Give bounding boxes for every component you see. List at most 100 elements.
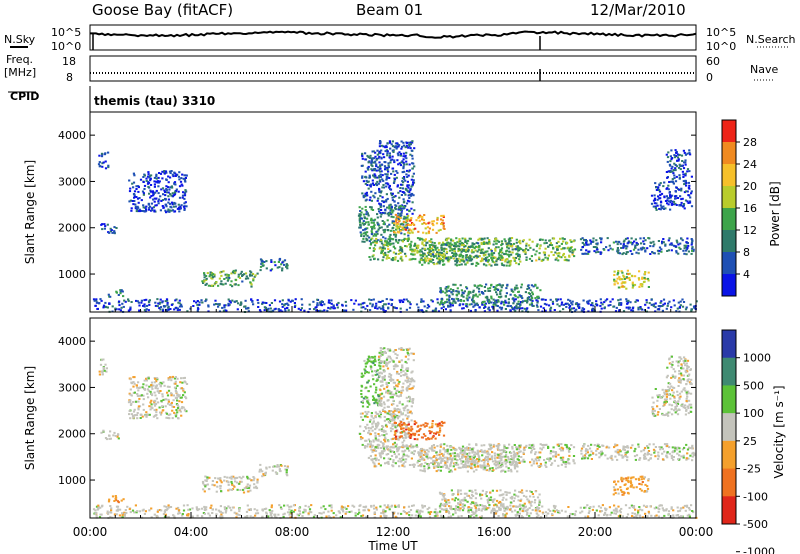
echo-cell bbox=[649, 505, 652, 508]
echo-cell bbox=[145, 415, 148, 418]
echo-cell bbox=[657, 507, 660, 510]
echo-cell bbox=[563, 238, 566, 241]
echo-cell bbox=[143, 305, 146, 308]
echo-cell bbox=[413, 250, 416, 253]
echo-cell bbox=[420, 259, 423, 261]
echo-cell bbox=[215, 481, 219, 484]
echo-cell bbox=[207, 304, 210, 307]
echo-cell bbox=[104, 437, 108, 439]
echo-cell bbox=[140, 299, 143, 302]
echo-cell bbox=[506, 246, 509, 249]
echo-cell bbox=[367, 221, 370, 224]
echo-cell bbox=[448, 512, 451, 515]
echo-cell bbox=[678, 516, 681, 518]
echo-cell bbox=[370, 160, 373, 163]
echo-cell bbox=[117, 501, 120, 504]
echo-cell bbox=[518, 512, 521, 515]
echo-cell bbox=[392, 182, 396, 184]
echo-cell bbox=[354, 514, 357, 517]
echo-cell bbox=[145, 205, 148, 208]
echo-cell bbox=[400, 194, 403, 196]
echo-cell bbox=[404, 414, 407, 417]
echo-cell bbox=[142, 192, 145, 195]
echo-cell bbox=[108, 302, 111, 305]
echo-cell bbox=[393, 223, 396, 226]
y-tick-label: 4000 bbox=[58, 129, 86, 142]
echo-cell bbox=[680, 154, 684, 157]
echo-cell bbox=[367, 399, 370, 402]
echo-cell bbox=[675, 165, 678, 168]
echo-cell bbox=[235, 476, 239, 479]
echo-cell bbox=[330, 302, 333, 305]
echo-cell bbox=[398, 206, 401, 209]
echo-cell bbox=[365, 221, 368, 224]
echo-cell bbox=[398, 231, 401, 234]
echo-cell bbox=[686, 190, 689, 193]
echo-cell bbox=[148, 206, 151, 209]
echo-cell bbox=[544, 247, 547, 250]
echo-cell bbox=[658, 207, 661, 210]
echo-cell bbox=[118, 308, 121, 311]
echo-cell bbox=[574, 303, 578, 306]
echo-cell bbox=[676, 156, 680, 159]
echo-cell bbox=[99, 298, 102, 301]
echo-cell bbox=[666, 199, 669, 202]
echo-cell bbox=[665, 171, 668, 173]
echo-cell bbox=[281, 305, 284, 308]
echo-cell bbox=[412, 379, 415, 382]
echo-region-17 bbox=[665, 149, 693, 184]
echo-cell bbox=[608, 506, 611, 509]
echo-cell bbox=[176, 407, 180, 409]
echo-cell bbox=[179, 180, 183, 183]
echo-cell bbox=[424, 244, 427, 247]
echo-cell bbox=[659, 301, 662, 304]
echo-cell bbox=[423, 252, 426, 255]
echo-cell bbox=[635, 251, 638, 254]
echo-cell bbox=[476, 302, 479, 305]
echo-cell bbox=[420, 250, 423, 253]
echo-cell bbox=[173, 171, 176, 174]
echo-cell bbox=[113, 231, 116, 234]
echo-cell bbox=[432, 244, 435, 247]
echo-cell bbox=[155, 197, 158, 200]
echo-cell bbox=[230, 482, 234, 485]
echo-cell bbox=[146, 304, 149, 307]
echo-cell bbox=[467, 249, 470, 251]
echo-cell bbox=[552, 509, 555, 512]
echo-cell bbox=[171, 409, 174, 412]
echo-cell bbox=[405, 173, 408, 176]
echo-cell bbox=[669, 199, 672, 202]
echo-cell bbox=[464, 240, 467, 243]
echo-cell bbox=[138, 510, 141, 513]
echo-cell bbox=[412, 359, 415, 362]
echo-cell bbox=[385, 144, 388, 147]
echo-cell bbox=[321, 310, 324, 313]
echo-cell bbox=[209, 273, 212, 276]
echo-cell bbox=[686, 168, 690, 171]
echo-cell bbox=[411, 157, 414, 160]
echo-cell bbox=[370, 168, 373, 171]
echo-cell bbox=[256, 480, 259, 483]
echo-cell bbox=[388, 186, 391, 189]
echo-cell bbox=[352, 308, 355, 311]
echo-cell bbox=[447, 256, 450, 259]
echo-cell bbox=[289, 300, 292, 303]
echo-cell bbox=[177, 203, 180, 206]
echo-cell bbox=[275, 473, 278, 475]
echo-cell bbox=[395, 307, 398, 310]
echo-cell bbox=[466, 261, 469, 264]
echo-cell bbox=[631, 283, 634, 286]
echo-cell bbox=[626, 302, 629, 305]
echo-cell bbox=[341, 509, 344, 511]
echo-cell bbox=[472, 243, 475, 246]
echo-cell bbox=[613, 270, 616, 273]
echo-cell bbox=[401, 250, 404, 253]
echo-cell bbox=[550, 251, 553, 254]
echo-cell bbox=[543, 302, 546, 305]
echo-cell bbox=[616, 282, 619, 285]
echo-cell bbox=[399, 374, 403, 377]
echo-cell bbox=[379, 212, 382, 214]
echo-cell bbox=[663, 302, 666, 305]
echo-cell bbox=[181, 194, 185, 197]
